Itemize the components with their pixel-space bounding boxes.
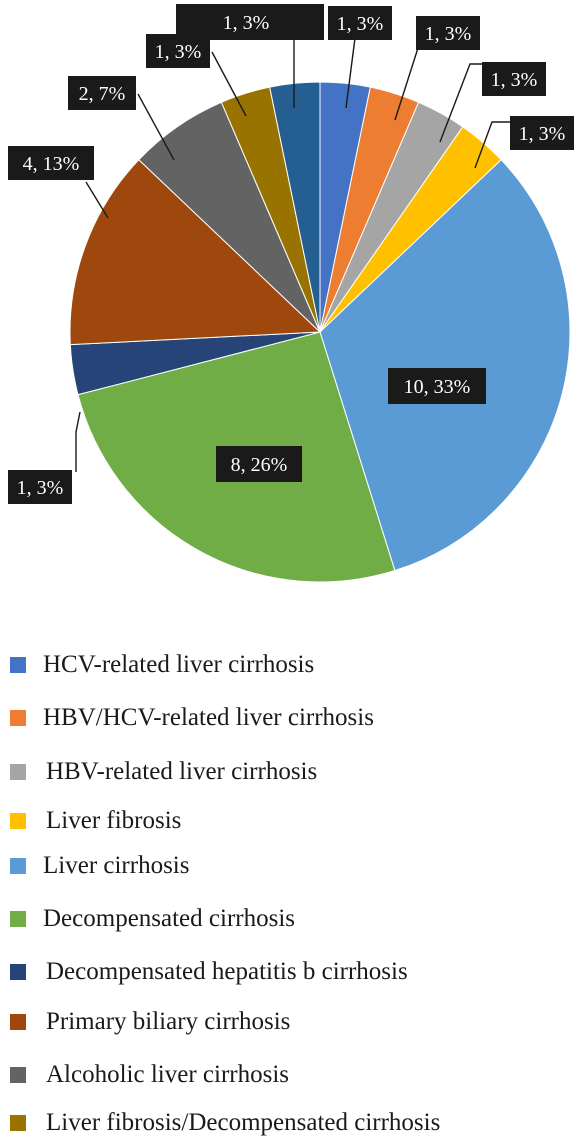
data-labels: 1, 3% 1, 3% 1, 3% 1, 3% 10, 33% 8, 26% 1, 3% 4,… [8, 4, 574, 504]
legend-swatch [10, 1014, 26, 1030]
data-label-box [328, 6, 392, 40]
legend-label: Liver cirrhosis [43, 852, 190, 879]
data-label-box [482, 62, 546, 96]
data-label-box [510, 116, 574, 150]
data-label-box [388, 368, 486, 404]
pie-slice [269, 81, 321, 333]
legend-label: Alcoholic liver cirrhosis [46, 1061, 289, 1088]
legend-swatch [10, 710, 26, 726]
data-label: 8, 26% [231, 454, 288, 476]
data-label-box [68, 76, 136, 110]
legend-item: Liver fibrosis/Decompensated cirrhosis [10, 1108, 440, 1138]
legend-label: Primary biliary cirrhosis [46, 1008, 291, 1035]
legend-swatch [10, 764, 26, 780]
data-label-box [416, 16, 480, 50]
data-label: 4, 13% [23, 153, 80, 175]
leader-line [85, 181, 109, 219]
legend-label: Liver fibrosis [46, 807, 182, 834]
legend-swatch [10, 1067, 26, 1083]
pie-slice [69, 159, 322, 346]
legend-item: Primary biliary cirrhosis [10, 1007, 290, 1037]
legend-label: Decompensated hepatitis b cirrhosis [46, 958, 408, 985]
data-label: 1, 3% [491, 69, 538, 91]
leader-line [75, 411, 81, 472]
legend-label: HCV-related liver cirrhosis [43, 651, 315, 678]
leader-line [211, 51, 247, 117]
leader-line [137, 93, 175, 161]
leader-line [345, 37, 356, 109]
data-label: 1, 3% [223, 12, 270, 34]
pie-slices [69, 81, 571, 583]
data-label: 1, 3% [155, 41, 202, 63]
data-label-box [216, 446, 302, 482]
pie-chart: 1, 3% 1, 3% 1, 3% 1, 3% 10, 33% 8, 26% 1, 3% 4,… [8, 4, 574, 583]
legend-swatch [10, 911, 26, 927]
data-label: 10, 33% [404, 376, 471, 398]
leader-lines [75, 37, 512, 472]
data-label-box [176, 4, 324, 40]
data-label: 2, 7% [79, 83, 126, 105]
legend-item: Liver cirrhosis [10, 851, 189, 881]
data-label: 1, 3% [425, 23, 472, 45]
legend-item: Alcoholic liver cirrhosis [10, 1060, 289, 1090]
legend-item: HBV/HCV-related liver cirrhosis [10, 703, 374, 733]
leader-line [394, 47, 419, 121]
legend-item: HCV-related liver cirrhosis [10, 650, 314, 680]
legend-label: HBV-related liver cirrhosis [46, 758, 318, 785]
legend-item: Decompensated cirrhosis [10, 904, 295, 934]
legend-label: Liver fibrosis/Decompensated cirrhosis [46, 1109, 441, 1136]
legend-item: HBV-related liver cirrhosis [10, 757, 317, 787]
data-label-box [8, 470, 72, 504]
legend-item: Decompensated hepatitis b cirrhosis [10, 957, 408, 987]
legend-label: Decompensated cirrhosis [43, 905, 296, 932]
leader-line [439, 63, 484, 143]
data-label: 1, 3% [337, 13, 384, 35]
data-label: 1, 3% [519, 123, 566, 145]
data-label: 1, 3% [17, 477, 64, 499]
legend-label: HBV/HCV-related liver cirrhosis [43, 704, 374, 731]
legend-swatch [10, 657, 26, 673]
leader-line [474, 121, 512, 169]
legend-swatch [10, 858, 26, 874]
data-label-box [8, 146, 94, 180]
legend-swatch [10, 964, 26, 980]
legend-swatch [10, 813, 26, 829]
pie-slice [319, 159, 571, 572]
legend-item: Liver fibrosis [10, 806, 181, 836]
legend-swatch [10, 1115, 26, 1131]
